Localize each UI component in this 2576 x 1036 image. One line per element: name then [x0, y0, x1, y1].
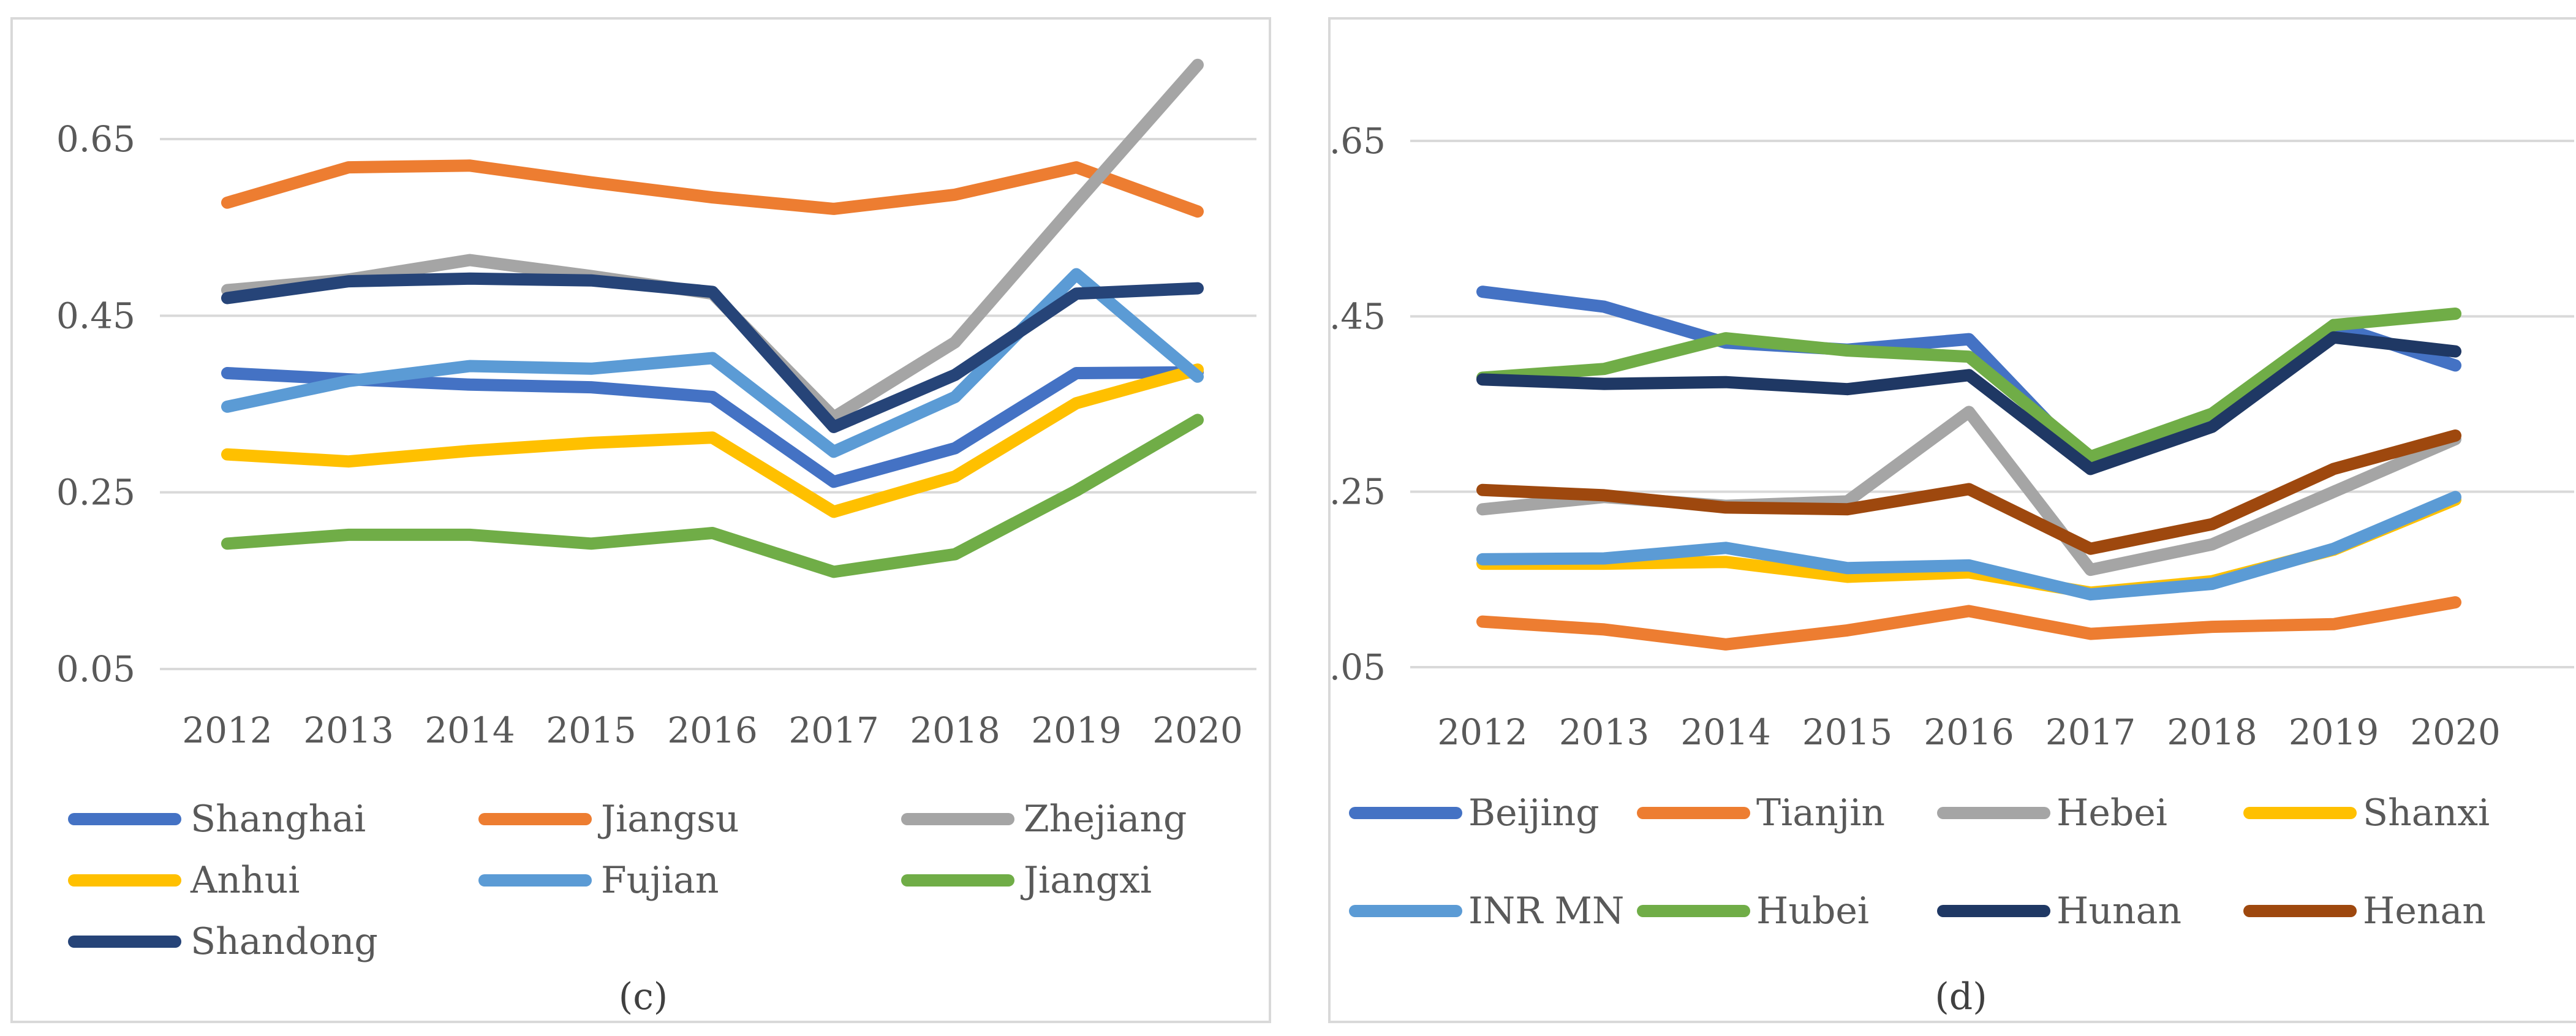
x-tick-label: 2015 — [1802, 711, 1893, 753]
y-tick-label: 0.05 — [56, 648, 135, 690]
legend-label: Zhejiang — [1024, 798, 1187, 841]
legend-label: Tianjin — [1756, 792, 1885, 834]
x-tick-label: 2016 — [1924, 711, 2014, 753]
y-tick-label: 0.25 — [1331, 471, 1386, 513]
series-line-jiangxi — [221, 414, 1204, 578]
x-tick-label: 2012 — [182, 709, 273, 751]
series-line-hubei — [1476, 308, 2461, 463]
series-line-shandong — [221, 272, 1204, 433]
x-tick-label: 2017 — [788, 709, 879, 751]
x-tick-label: 2014 — [1680, 711, 1771, 753]
y-tick-label: 0.45 — [1331, 295, 1386, 337]
legend-label: Jiangsu — [597, 798, 739, 841]
legend-label: Henan — [2363, 890, 2486, 932]
x-tick-label: 2014 — [425, 709, 515, 751]
series-line-hunan — [1476, 331, 2461, 475]
x-tick-label: 2016 — [667, 709, 758, 751]
chart-caption: (c) — [619, 975, 668, 1018]
series-line-inr-mn — [1476, 491, 2461, 601]
chart-c-svg: 0.05 0.25 0.45 0.65 2012 2013 2014 2015 2016 2017… — [56, 58, 1256, 1018]
y-tick-label: 0.25 — [56, 472, 135, 513]
x-tick-label: 2020 — [2410, 711, 2501, 753]
legend-label: Shanghai — [191, 798, 366, 841]
series-line-shanxi — [1476, 493, 2461, 599]
legend-label: INR MN — [1468, 890, 1624, 932]
x-tick-label: 2015 — [546, 709, 636, 751]
legend-label: Beijing — [1468, 792, 1600, 834]
series-line-anhui — [221, 363, 1204, 518]
legend-label: Anhui — [190, 859, 300, 902]
x-tick-label: 2013 — [303, 709, 394, 751]
legend-label: Shanxi — [2363, 792, 2490, 834]
legend-label: Hebei — [2057, 792, 2167, 834]
y-tick-label: 0.45 — [56, 295, 135, 336]
series-line-henan — [1476, 429, 2461, 555]
legend-label: Fujian — [601, 859, 719, 902]
chart-caption: (d) — [1935, 975, 1987, 1018]
chart-panel-d: 0.05 0.25 0.45 0.65 2012 2013 2014 2015 2016 2017… — [1328, 17, 2576, 1023]
y-tick-label: 0.05 — [1331, 646, 1386, 688]
x-tick-label: 2017 — [2045, 711, 2136, 753]
y-tick-label: 0.65 — [56, 118, 135, 160]
y-tick-label: 0.65 — [1331, 120, 1386, 162]
x-tick-label: 2020 — [1152, 709, 1243, 751]
x-tick-label: 2013 — [1559, 711, 1650, 753]
chart-panel-c: 0.05 0.25 0.45 0.65 2012 2013 2014 2015 2016 2017… — [10, 17, 1271, 1023]
series-line-tianjin — [1476, 596, 2461, 651]
legend-label: Hubei — [1756, 890, 1869, 932]
x-tick-label: 2019 — [1031, 709, 1122, 751]
legend-label: Hunan — [2057, 890, 2181, 932]
legend-label: Jiangxi — [1020, 859, 1152, 902]
chart-d-svg: 0.05 0.25 0.45 0.65 2012 2013 2014 2015 2016 2017… — [1331, 120, 2574, 1018]
x-tick-label: 2018 — [910, 709, 1000, 751]
series-line-jiangsu — [221, 159, 1204, 218]
x-tick-label: 2012 — [1437, 711, 1528, 753]
x-tick-label: 2018 — [2167, 711, 2257, 753]
legend-label: Shandong — [191, 920, 378, 963]
x-tick-label: 2019 — [2289, 711, 2379, 753]
